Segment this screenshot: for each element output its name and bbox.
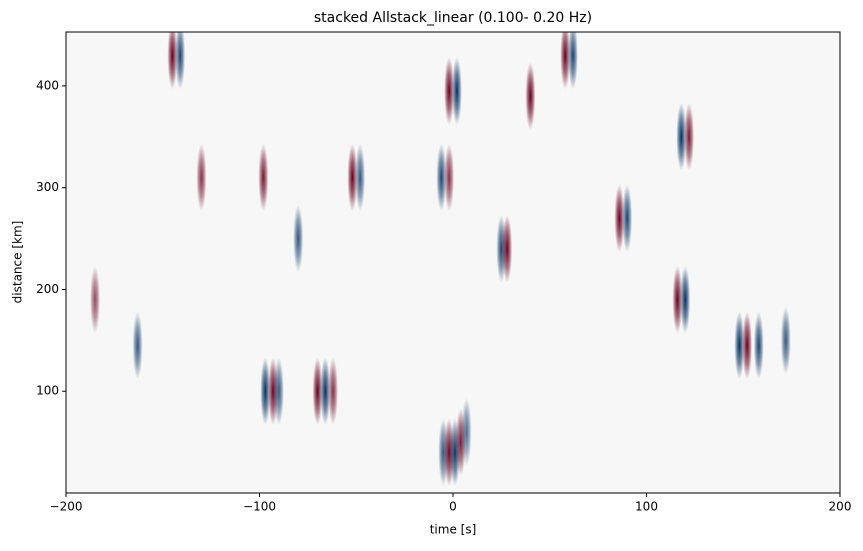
cell: [684, 102, 695, 171]
cell: [196, 143, 207, 212]
x-tick-label: 100: [635, 500, 658, 514]
cell: [680, 265, 691, 334]
cell: [525, 62, 536, 131]
cell: [328, 357, 339, 426]
cell: [167, 32, 178, 90]
cell: [742, 311, 753, 380]
cell: [734, 311, 745, 380]
cell: [622, 184, 633, 253]
cell: [258, 143, 269, 212]
x-axis-label: time [s]: [430, 523, 477, 537]
cell: [461, 397, 472, 466]
cell: [672, 265, 683, 334]
y-tick-label: 100: [36, 384, 59, 398]
cell: [312, 357, 323, 426]
y-axis-label: distance [km]: [11, 221, 25, 304]
cell: [347, 143, 358, 212]
cell: [567, 32, 578, 90]
cell: [436, 143, 447, 212]
cell: [444, 57, 455, 126]
cell: [175, 32, 186, 90]
cell: [502, 214, 513, 283]
y-tick-label: 400: [36, 78, 59, 92]
y-tick-label: 300: [36, 180, 59, 194]
x-tick-label: −100: [243, 500, 276, 514]
y-tick-label: 200: [36, 282, 59, 296]
cell: [444, 143, 455, 212]
chart-title: stacked Allstack_linear (0.100- 0.20 Hz): [314, 10, 592, 26]
x-tick-label: 0: [449, 500, 457, 514]
cell: [780, 306, 791, 375]
x-tick-label: −200: [50, 500, 83, 514]
cell: [614, 184, 625, 253]
cell: [90, 265, 101, 334]
cell: [560, 32, 571, 90]
x-tick-label: 200: [829, 500, 852, 514]
cell: [132, 311, 143, 380]
cell: [260, 357, 271, 426]
heatmap: [90, 32, 791, 487]
cell: [753, 311, 764, 380]
cell: [273, 357, 284, 426]
cell: [355, 143, 366, 212]
cell: [320, 357, 331, 426]
cell: [676, 102, 687, 171]
cell: [293, 204, 304, 273]
cell: [451, 57, 462, 126]
